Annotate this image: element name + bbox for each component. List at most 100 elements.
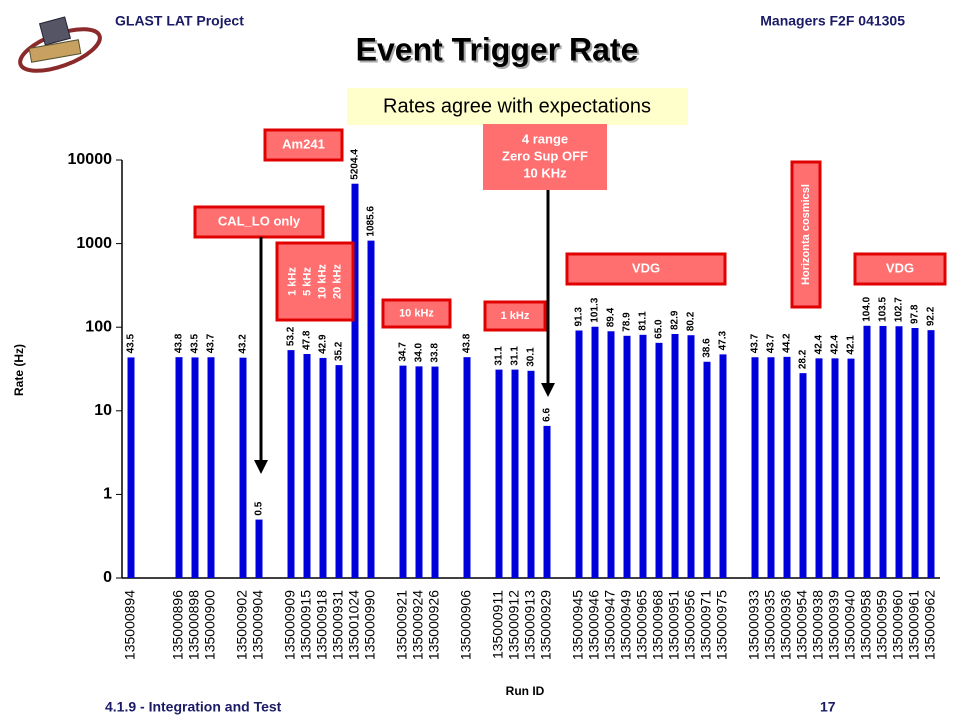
annotation-box bbox=[275, 241, 355, 322]
x-tick-label: 135000961 bbox=[906, 590, 922, 660]
value-label: 33.8 bbox=[430, 343, 441, 363]
x-tick-label: 135000926 bbox=[426, 590, 442, 660]
value-label: 65.0 bbox=[654, 319, 665, 339]
bar bbox=[847, 358, 855, 578]
bar bbox=[639, 334, 647, 578]
value-label: 103.5 bbox=[878, 296, 889, 321]
value-label: 34.0 bbox=[414, 342, 425, 362]
annotation-box bbox=[483, 300, 547, 332]
x-tick-label: 135000896 bbox=[170, 590, 186, 660]
annotation-box bbox=[483, 124, 607, 190]
bar bbox=[655, 342, 663, 578]
value-label: 82.9 bbox=[670, 310, 681, 330]
value-label: 31.1 bbox=[494, 346, 505, 366]
x-tick-label: 135000931 bbox=[330, 590, 346, 660]
x-tick-label: 135000945 bbox=[570, 590, 586, 660]
annotation-box bbox=[381, 298, 452, 329]
bar bbox=[415, 366, 423, 578]
arrows bbox=[254, 190, 555, 474]
value-label: 43.5 bbox=[190, 334, 201, 354]
annotation-text: Zero Sup OFF bbox=[502, 148, 588, 163]
value-label: 5204.4 bbox=[350, 149, 361, 180]
value-label: 81.1 bbox=[638, 311, 649, 331]
bar bbox=[399, 365, 407, 578]
annotation-text: 10 kHz bbox=[399, 307, 434, 319]
x-axis-label: Run ID bbox=[506, 684, 545, 698]
bar bbox=[511, 369, 519, 578]
x-tick-label: 135000900 bbox=[202, 590, 218, 660]
x-tick-label: 135001024 bbox=[346, 590, 362, 660]
value-label: 47.8 bbox=[302, 330, 313, 350]
value-label: 104.0 bbox=[862, 296, 873, 321]
y-tick-label: 100 bbox=[85, 318, 112, 335]
value-label: 91.3 bbox=[574, 307, 585, 327]
x-tick-label: 135000949 bbox=[618, 590, 634, 660]
x-tick-label: 135000939 bbox=[826, 590, 842, 660]
annotation-text: 1 kHz bbox=[501, 310, 530, 322]
page-number: 17 bbox=[820, 699, 836, 715]
value-label: 47.3 bbox=[718, 330, 729, 350]
bar bbox=[927, 330, 935, 578]
bar bbox=[767, 357, 775, 578]
bar bbox=[671, 334, 679, 578]
annotation-box bbox=[263, 128, 344, 162]
header-left: GLAST LAT Project bbox=[115, 13, 244, 29]
x-tick-label: 135000935 bbox=[762, 590, 778, 660]
x-tick-label: 135000968 bbox=[650, 590, 666, 660]
x-tick-label: 135000965 bbox=[634, 590, 650, 660]
value-label: 34.7 bbox=[398, 342, 409, 362]
value-label: 42.1 bbox=[846, 335, 857, 355]
bar bbox=[783, 356, 791, 578]
x-tick-label: 135000915 bbox=[298, 590, 314, 660]
annotation-box bbox=[193, 205, 325, 239]
bar bbox=[607, 331, 615, 578]
value-label: 1085.6 bbox=[366, 206, 377, 237]
x-tick-label: 135000971 bbox=[698, 590, 714, 660]
value-label: 43.5 bbox=[126, 334, 137, 354]
callout-box bbox=[347, 88, 688, 125]
bar bbox=[495, 369, 503, 578]
x-tick-label: 135000947 bbox=[602, 590, 618, 660]
value-label: 28.2 bbox=[798, 349, 809, 369]
plot: 0 1 10 100 1000 10000 135000894 43.5 135000896 43… bbox=[68, 149, 940, 660]
bar bbox=[815, 358, 823, 578]
value-label: 6.6 bbox=[542, 408, 553, 422]
value-label: 53.2 bbox=[286, 326, 297, 346]
y-tick-label: 1000 bbox=[76, 235, 112, 252]
x-tick-label: 135000904 bbox=[250, 590, 266, 660]
bar bbox=[351, 183, 359, 578]
bar bbox=[623, 335, 631, 578]
y-tick-label: 10 bbox=[94, 402, 112, 419]
x-tick-label: 135000938 bbox=[810, 590, 826, 660]
annotation-text: Horizonta cosmicsl bbox=[800, 184, 812, 285]
bar bbox=[911, 328, 919, 578]
x-tick-label: 135000912 bbox=[506, 590, 522, 660]
annotation-box bbox=[565, 252, 727, 286]
annotation-text: Am241 bbox=[282, 136, 325, 151]
x-tick-label: 135000962 bbox=[922, 590, 938, 660]
value-label: 43.8 bbox=[462, 333, 473, 353]
x-tick-label: 135000911 bbox=[490, 590, 506, 659]
x-tick-label: 135000929 bbox=[538, 590, 554, 660]
annotation-text: 10 kHz bbox=[316, 264, 328, 299]
value-label: 92.2 bbox=[926, 306, 937, 326]
x-tick-label: 135000958 bbox=[858, 590, 874, 660]
x-tick-label: 135000940 bbox=[842, 590, 858, 660]
bar bbox=[719, 354, 727, 578]
bar bbox=[175, 357, 183, 578]
value-label: 89.4 bbox=[606, 307, 617, 327]
x-tick-label: 135000936 bbox=[778, 590, 794, 660]
x-tick-label: 135000902 bbox=[234, 590, 250, 660]
title: Event Trigger Rate bbox=[356, 31, 639, 67]
y-axis-label: Rate (Hz) bbox=[12, 344, 26, 396]
value-label: 44.2 bbox=[782, 333, 793, 353]
bar bbox=[575, 330, 583, 578]
x-tick-label: 135000918 bbox=[314, 590, 330, 660]
x-tick-label: 135000921 bbox=[394, 590, 410, 660]
bar bbox=[543, 425, 551, 578]
bar bbox=[303, 353, 311, 578]
x-tick-label: 135000960 bbox=[890, 590, 906, 660]
x-tick-label: 135000894 bbox=[122, 590, 138, 660]
x-tick-label: 135000990 bbox=[362, 590, 378, 660]
